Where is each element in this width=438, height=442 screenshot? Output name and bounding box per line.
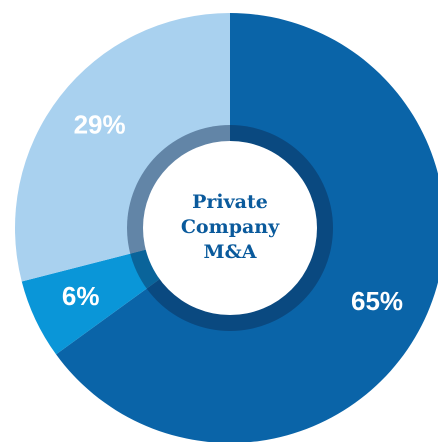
value-label: 65% xyxy=(351,286,403,316)
value-label: 6% xyxy=(62,281,100,311)
center-title: Private Company M&A xyxy=(180,191,280,263)
center-hole xyxy=(143,141,317,315)
value-label: 29% xyxy=(74,110,126,140)
